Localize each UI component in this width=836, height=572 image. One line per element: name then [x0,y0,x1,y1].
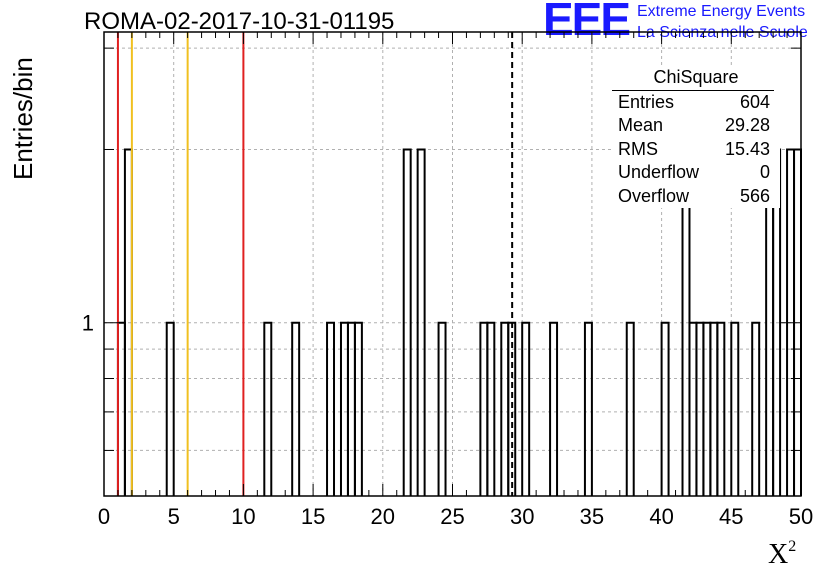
stats-row: Mean 29.28 [612,114,780,138]
stats-row: Underflow 0 [612,161,780,185]
histogram-bar [291,321,301,496]
x-tick-label: 25 [440,504,464,529]
stats-box-rows: Entries 604 Mean 29.28 RMS 15.43 Underflow 0 Ove… [612,91,780,209]
stats-row-value: 29.28 [724,115,770,135]
stats-box-title: ChiSquare [653,67,739,87]
stats-row-label: Entries [618,91,675,112]
histogram-bar [165,321,175,496]
stats-row-label: Mean [618,115,664,135]
histogram-bar [730,321,740,496]
x-tick-label: 50 [789,504,813,529]
x-tick-label: 35 [580,504,604,529]
x-tick-label: 40 [649,504,673,529]
stats-row-value: 15.43 [724,138,770,159]
logo-mark: EEE [543,0,631,45]
histogram-bar [660,321,670,496]
x-tick-label: 20 [371,504,395,529]
histogram-bar [583,321,593,496]
stats-row-label: Underflow [618,162,700,182]
stats-row-value: 0 [759,162,770,182]
stats-row: Overflow 566 [612,185,780,209]
x-tick-label: 15 [301,504,325,529]
stats-row-value: 566 [739,185,770,206]
x-axis-label-exponent: 2 [788,538,797,555]
histogram-bar [716,321,726,496]
stats-row: Entries 604 [612,91,780,115]
histogram-bar [353,321,363,496]
histogram-bar [625,321,635,496]
histogram-bar [263,321,273,496]
x-tick-label: 10 [231,504,255,529]
stats-row: RMS 15.43 [612,138,780,162]
x-tick-label: 45 [719,504,743,529]
histogram-bar [521,321,531,496]
chart-title: ROMA-02-2017-10-31-01195 [84,8,395,35]
histogram-bar [326,321,336,496]
stats-row-label: RMS [618,138,658,159]
stats-box-divider [612,89,774,91]
x-tick-label: 30 [510,504,534,529]
histogram-bar [549,321,559,496]
x-axis-label-base: X [768,539,789,570]
stats-row-label: Overflow [618,185,690,206]
histogram-bar [486,321,496,496]
y-tick-label: 1 [82,311,94,336]
histogram-bar [437,321,447,496]
stats-row-value: 604 [739,91,770,112]
histogram-bar [416,148,426,496]
x-tick-label: 0 [98,504,110,529]
x-axis-label: X2 [768,538,796,571]
x-tick-label: 5 [168,504,180,529]
histogram-bar [751,321,761,496]
histogram-bar [402,148,412,496]
logo-line-1: Extreme Energy Events [637,3,806,20]
stats-box: ChiSquare Entries 604 Mean 29.28 RMS 15.43 Und… [612,66,780,208]
